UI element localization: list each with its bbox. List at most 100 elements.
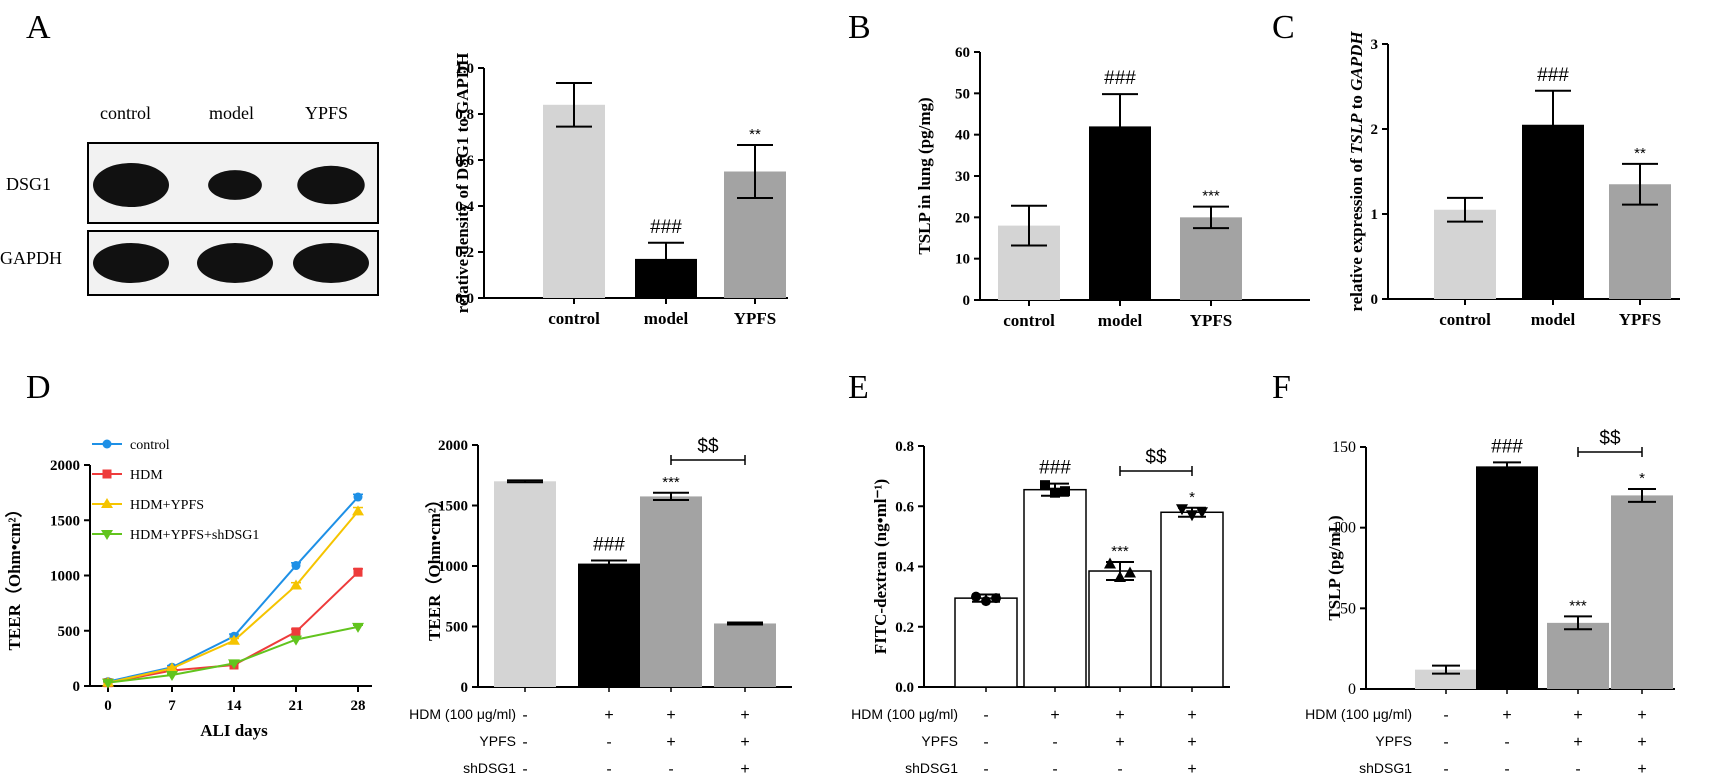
chart-d-teer-line: 0 500 1000 1500 2000 0 7 14 21 28 ALI days TEER（Ohm… [4, 438, 372, 740]
y-tick-label: 0.4 [455, 199, 474, 215]
condition-value: - [1575, 761, 1580, 778]
bar-2 [1023, 488, 1087, 688]
x-category-label: YPFS [734, 309, 777, 328]
x-category-label: model [644, 309, 689, 328]
x-category-label: model [1531, 310, 1576, 329]
legend-label-4: HDM+YPFS+shDSG1 [130, 528, 259, 543]
y-tick-label: 500 [446, 620, 469, 636]
legend-marker-1 [102, 439, 112, 449]
condition-value: + [1115, 734, 1124, 751]
comparison-bracket-label: $$ [1599, 428, 1621, 449]
condition-value: - [1443, 707, 1448, 724]
panel-label-e: E [848, 369, 869, 406]
x-tick-label: 0 [104, 698, 112, 714]
data-point [1104, 557, 1116, 569]
significance-label-2: ### [1039, 458, 1071, 479]
comparison-bracket-label: $$ [1145, 447, 1167, 468]
y-tick-label: 150 [1332, 439, 1356, 456]
y-tick-label: 1000 [438, 559, 468, 575]
y-tick-label: 1500 [50, 513, 80, 529]
significance-label-3: *** [1111, 543, 1129, 560]
bar-4 [1160, 511, 1224, 688]
y-tick-label: 0.4 [895, 560, 914, 576]
comparison-bracket-label: $$ [697, 436, 719, 457]
condition-row-label: YPFS [1375, 733, 1412, 749]
condition-value: + [1573, 707, 1582, 724]
x-tick-label: 7 [168, 698, 176, 714]
x-category-label: control [1439, 310, 1491, 329]
condition-value: - [1117, 761, 1122, 778]
condition-value: + [666, 734, 675, 751]
blot-lane-label-model: model [209, 103, 254, 123]
chart-e-fitc-dextran: 0.0 0.2 0.4 0.6 0.8 FITC-dextran (ng•ml⁻¹) ###… [851, 439, 1230, 778]
y-tick-label: 50 [1340, 600, 1356, 617]
blot-band-dsg1-1 [93, 163, 169, 207]
data-point [981, 596, 991, 607]
condition-value: + [1187, 734, 1196, 751]
y-tick-label: 10 [955, 252, 970, 268]
blot-band-gapdh-1 [93, 243, 169, 283]
data-point [991, 593, 1001, 604]
x-category-label: model [1098, 311, 1143, 330]
bar-1 [494, 481, 556, 687]
series-point [353, 567, 363, 577]
condition-value: + [740, 761, 749, 778]
y-tick-label: 0 [963, 293, 971, 309]
series-point [102, 678, 114, 689]
panel-label-d: D [26, 369, 51, 406]
data-point [1186, 510, 1198, 522]
condition-row-label: HDM (100 μg/ml) [851, 706, 958, 722]
y-tick-label: 1500 [438, 499, 468, 515]
series-point [290, 635, 302, 646]
y-tick-label: 0.8 [895, 439, 914, 455]
y-axis-label: relative density of DSG1 to GAPDH [453, 53, 472, 314]
condition-value: + [1050, 707, 1059, 724]
x-tick-label: 21 [289, 698, 304, 714]
x-tick-label: 28 [351, 698, 366, 714]
condition-value: - [668, 761, 673, 778]
y-tick-label: 0.8 [455, 107, 474, 123]
significance-label-3: *** [1569, 597, 1587, 614]
y-tick-label: 0.2 [455, 245, 474, 261]
y-axis-label: TEER（Ohm•cm²） [424, 491, 444, 641]
y-axis-label: TEER（Ohm•cm²） [4, 501, 24, 651]
y-tick-label: 2000 [50, 458, 80, 474]
legend-marker-2 [102, 469, 112, 479]
data-point [1040, 480, 1050, 491]
bar-3 [640, 496, 702, 687]
x-category-label: control [548, 309, 600, 328]
condition-value: - [983, 761, 988, 778]
y-tick-label: 0 [1371, 292, 1379, 308]
bar-1 [1434, 209, 1496, 299]
y-tick-label: 40 [955, 128, 970, 144]
significance-label-2: ### [1491, 436, 1523, 457]
condition-value: - [606, 734, 611, 751]
y-tick-label: 50 [955, 86, 970, 102]
data-point [1196, 507, 1208, 519]
western-blot: control model YPFS DSG1 GAPDH [0, 103, 379, 296]
y-tick-label: 2000 [438, 438, 468, 454]
y-tick-label: 3 [1371, 37, 1379, 53]
blot-lane-label-ypfs: YPFS [305, 103, 348, 123]
y-tick-label: 60 [955, 45, 970, 61]
bar-4 [1611, 495, 1673, 689]
bar-3 [1180, 217, 1242, 300]
condition-value: + [666, 707, 675, 724]
legend-label-2: HDM [130, 468, 163, 483]
y-axis-label: TSLP in lung (pg/mg) [915, 97, 934, 254]
significance-label-3: ** [1634, 145, 1646, 162]
data-point [1176, 504, 1188, 516]
condition-value: - [522, 734, 527, 751]
x-category-label: YPFS [1190, 311, 1233, 330]
data-point [1114, 571, 1126, 583]
y-tick-label: 0.6 [455, 153, 474, 169]
series-point [291, 561, 301, 571]
significance-label-2: ### [650, 217, 682, 238]
series-point [353, 492, 363, 502]
significance-label-4: * [1639, 470, 1645, 487]
y-tick-label: 30 [955, 169, 970, 185]
condition-row-label: YPFS [921, 733, 958, 749]
